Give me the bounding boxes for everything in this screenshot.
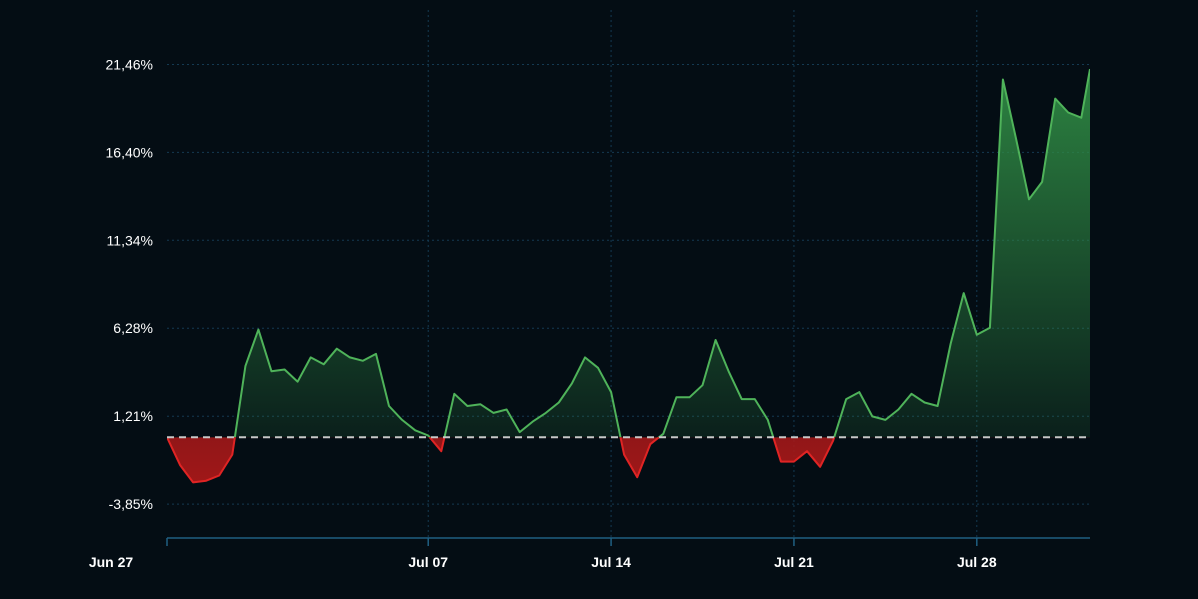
x-tick-label: Jun 27 xyxy=(89,554,134,570)
grid-layer xyxy=(167,10,1090,538)
y-tick-label: 11,34% xyxy=(107,232,153,248)
axis-layer xyxy=(166,537,1090,546)
positive-line xyxy=(167,68,1090,438)
negative-area xyxy=(167,437,1090,483)
x-tick-label: Jul 28 xyxy=(957,554,997,570)
y-tick-label: -3,85% xyxy=(109,496,153,512)
y-tick-label: 1,21% xyxy=(113,408,153,424)
negative-line xyxy=(167,437,836,484)
y-tick-label: 6,28% xyxy=(113,320,153,336)
positive-area xyxy=(234,69,1090,438)
label-layer: -3,85% 1,21% 6,28% 11,34% 16,40% 21,46% Jun 27… xyxy=(89,57,997,570)
y-tick-label: 16,40% xyxy=(106,144,153,160)
x-tick-label: Jul 14 xyxy=(591,554,631,570)
x-tick-label: Jul 21 xyxy=(774,554,814,570)
x-tick-label: Jul 07 xyxy=(408,554,448,570)
area-layer xyxy=(167,68,1090,484)
y-tick-label: 21,46% xyxy=(106,57,153,73)
